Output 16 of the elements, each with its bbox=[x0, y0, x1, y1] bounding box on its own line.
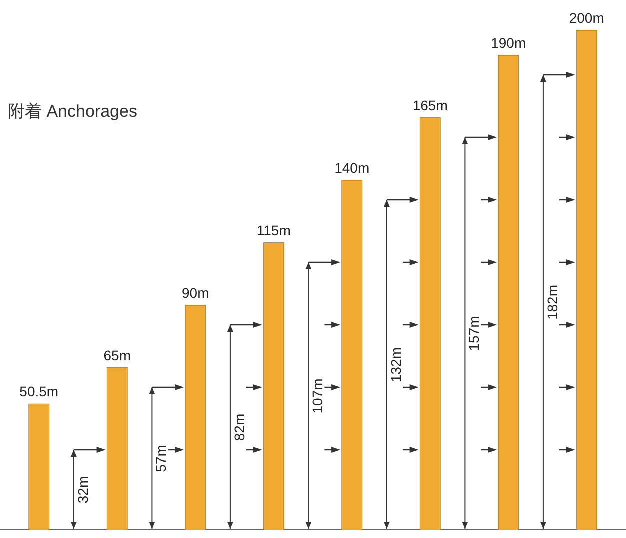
annotation: 107m bbox=[310, 378, 326, 414]
annotation: 182m bbox=[544, 284, 560, 320]
text: 附着 Anchorages bbox=[8, 101, 138, 123]
data-label: 115m bbox=[256, 222, 291, 238]
data-label: 200m bbox=[569, 10, 604, 26]
annotation: 82m bbox=[231, 414, 248, 442]
annotation: 32m bbox=[74, 476, 91, 504]
data-label: 165m bbox=[412, 97, 448, 114]
annotation: 132m bbox=[388, 347, 404, 383]
data-label: 140m bbox=[334, 160, 370, 176]
data-label: 50.5m bbox=[20, 384, 59, 400]
data-label: 90m bbox=[182, 284, 210, 301]
annotation: 57m bbox=[153, 445, 170, 472]
annotation: 157m bbox=[466, 316, 482, 352]
data-label: 65m bbox=[104, 347, 131, 364]
data-label: 190m bbox=[491, 34, 526, 51]
